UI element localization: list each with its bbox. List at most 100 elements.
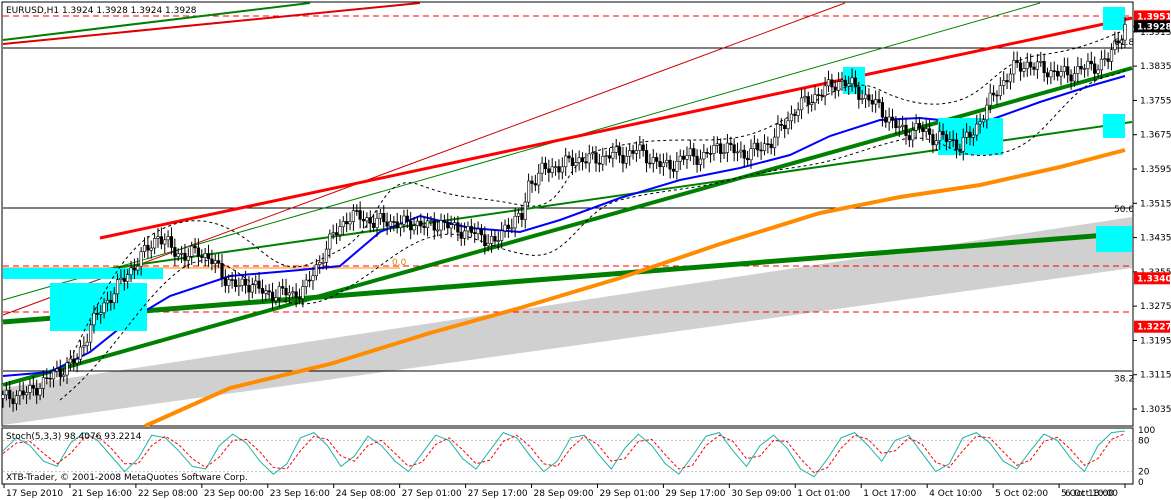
fib-level-label: 38.2	[1114, 374, 1134, 384]
candle-body	[1106, 58, 1110, 62]
candle-body	[345, 221, 349, 225]
candle-body	[136, 265, 140, 271]
candle-body	[1002, 80, 1006, 86]
candle-body	[11, 398, 15, 405]
candle-body	[1113, 40, 1117, 50]
candle-body	[1076, 66, 1080, 74]
candle-body	[944, 134, 949, 142]
candle-body	[425, 220, 430, 228]
candle-body	[958, 149, 962, 152]
time-tick-label: 5 Oct 02:00	[995, 489, 1048, 499]
time-tick-label: 23 Sep 00:00	[204, 489, 264, 499]
price-tick-label: 1.3035	[1140, 405, 1171, 415]
candle-body	[991, 92, 996, 96]
candle-body	[1005, 80, 1009, 83]
candle-body	[1116, 40, 1120, 44]
inline-fib-label: 0.0	[392, 258, 407, 268]
candle-body	[361, 219, 366, 222]
fib-level-label: 61.8	[1114, 38, 1134, 48]
candle-body	[4, 389, 8, 396]
chart-symbol-title: EURUSD,H1 1.3924 1.3928 1.3924 1.3928	[6, 6, 197, 16]
candle-body	[45, 377, 49, 380]
candle-body	[436, 229, 440, 232]
candle-body	[476, 228, 480, 234]
candle-body	[328, 233, 332, 250]
candle-body	[1015, 60, 1019, 64]
price-tick-label: 1.3435	[1140, 234, 1171, 244]
candle-body	[398, 223, 403, 229]
candle-body	[483, 234, 487, 247]
candle-body	[742, 149, 746, 159]
candle-body	[186, 255, 190, 261]
candle-body	[1066, 66, 1070, 76]
candle-body	[95, 312, 99, 315]
candle-body	[719, 143, 723, 154]
candle-body	[1008, 73, 1013, 83]
candle-body	[493, 236, 497, 242]
candle-body	[901, 124, 905, 127]
candle-body	[553, 166, 558, 168]
candle-body	[129, 267, 133, 276]
candle-body	[580, 157, 585, 162]
candle-body	[1072, 73, 1077, 82]
price-tick-label: 1.3915	[1140, 28, 1171, 38]
highlight-box	[1103, 7, 1125, 30]
green-regression-thick	[2, 230, 1133, 325]
time-tick-label: 22 Sep 08:00	[138, 489, 198, 499]
candle-body	[550, 166, 554, 173]
candle-body	[119, 277, 123, 280]
candle-body	[702, 151, 706, 160]
candle-body	[486, 243, 490, 247]
candle-body	[968, 131, 972, 138]
candle-body	[446, 221, 450, 229]
candle-body	[907, 135, 911, 141]
price-tag-box	[1134, 272, 1170, 285]
time-tick-label: 29 Sep 01:00	[599, 489, 659, 499]
highlight-box	[3, 268, 163, 279]
fib-level-label: 50.0	[1114, 205, 1134, 215]
candle-body	[658, 161, 662, 168]
candle-body	[1029, 61, 1033, 68]
candle-body	[452, 222, 457, 225]
candle-body	[1089, 60, 1093, 65]
candle-body	[260, 288, 265, 294]
candle-body	[661, 162, 665, 168]
candle-body	[789, 113, 794, 122]
candle-body	[159, 236, 163, 245]
candle-body	[995, 94, 999, 97]
candle-body	[176, 253, 180, 257]
candle-body	[914, 123, 918, 131]
candle-body	[759, 149, 763, 152]
candle-body	[503, 224, 507, 232]
candle-body	[402, 215, 406, 225]
price-tick-label: 1.3835	[1140, 62, 1171, 72]
candle-body	[109, 299, 113, 304]
candle-body	[297, 297, 302, 300]
candle-body	[405, 215, 409, 222]
candle-body	[816, 94, 820, 96]
candle-body	[419, 220, 423, 227]
footer-copyright: XTB-Trader, © 2001-2008 MetaQuotes Softw…	[6, 473, 248, 483]
candle-body	[604, 155, 608, 157]
time-tick-label: 17 Sep 2010	[6, 489, 63, 499]
candle-body	[240, 278, 244, 286]
candle-body	[543, 162, 548, 170]
candle-body	[506, 224, 511, 229]
candle-body	[830, 79, 834, 88]
candle-body	[523, 201, 527, 220]
candle-body	[14, 395, 19, 405]
candle-body	[372, 222, 376, 228]
candle-body	[752, 142, 756, 150]
candle-body	[1052, 70, 1056, 73]
stoch-signal-line	[2, 433, 1126, 474]
candle-body	[938, 131, 942, 141]
candle-body	[139, 251, 143, 267]
candle-body	[725, 142, 730, 153]
candle-body	[102, 302, 106, 314]
candle-body	[904, 124, 908, 136]
stoch-tick-label: 80	[1138, 436, 1150, 446]
candle-body	[334, 232, 339, 236]
candle-body	[489, 236, 494, 244]
candle-body	[31, 385, 35, 389]
candle-body	[1059, 71, 1063, 77]
